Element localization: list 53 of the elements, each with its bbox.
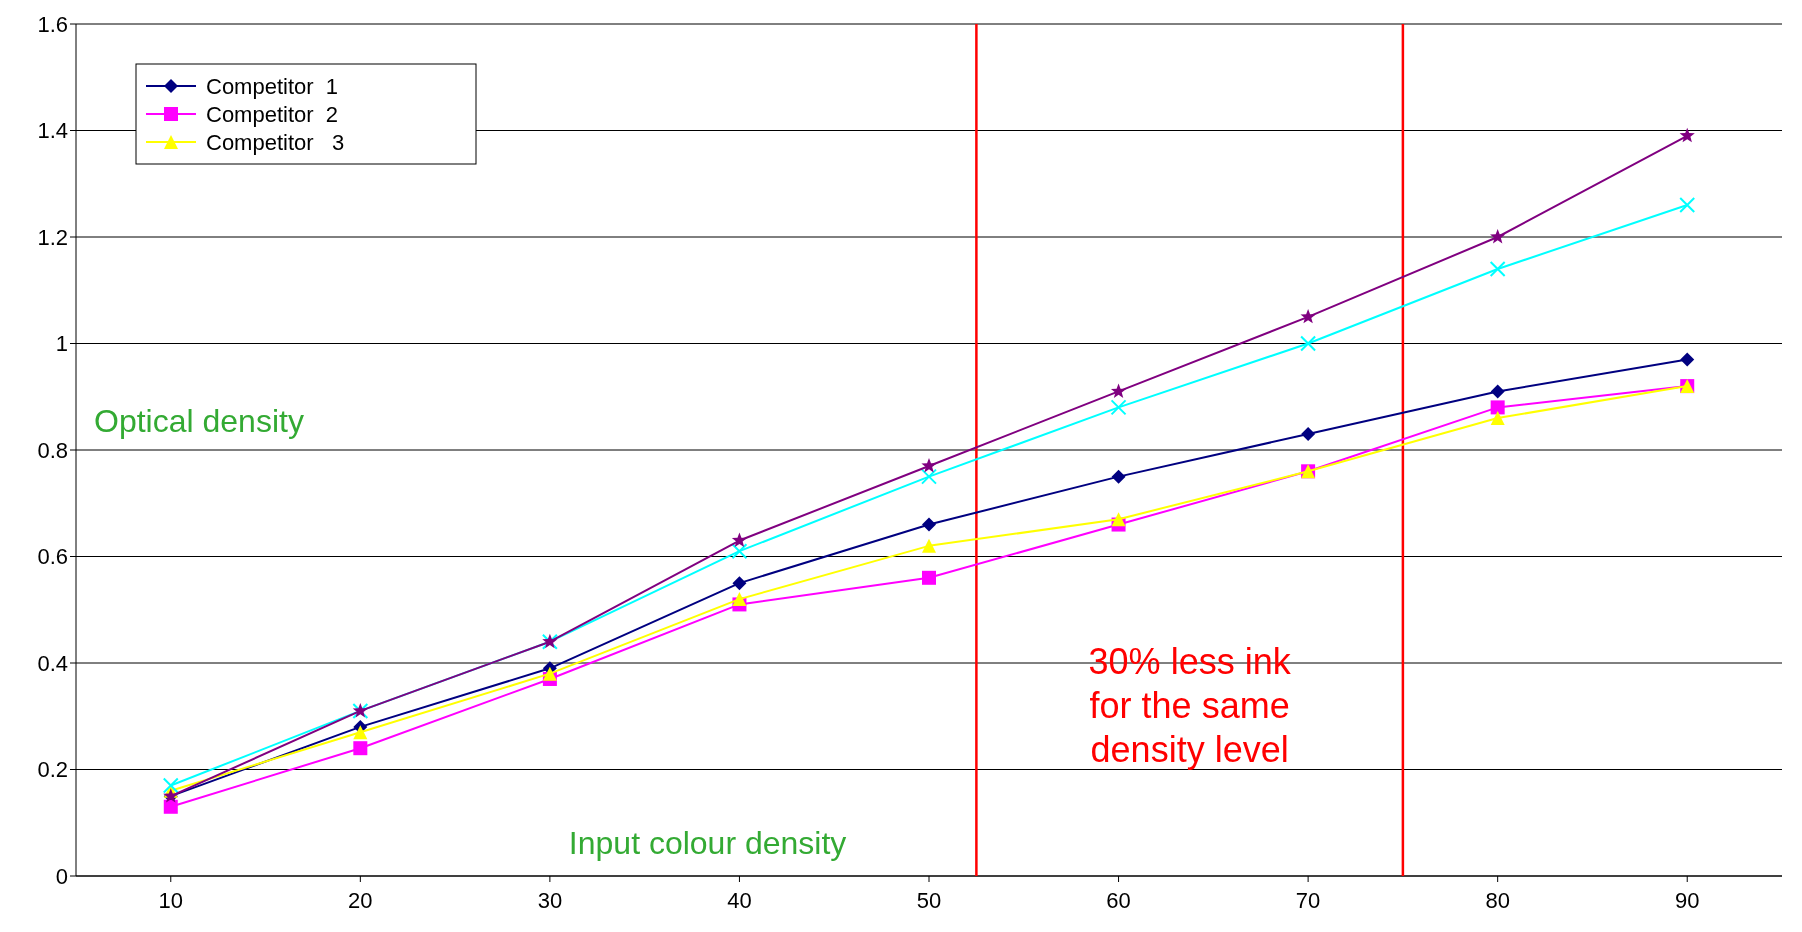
point <box>731 543 748 560</box>
point <box>1489 260 1506 277</box>
point <box>1300 335 1317 352</box>
x-tick-label: 60 <box>1106 888 1131 913</box>
y-tick-label: 0.6 <box>37 544 68 570</box>
point <box>921 468 937 485</box>
legend-label: Competitor 3 <box>206 129 345 155</box>
annotation: 30% less ink for the same density level <box>1088 640 1292 770</box>
point <box>162 777 179 794</box>
point <box>732 576 747 591</box>
point <box>1490 400 1505 415</box>
point <box>1490 411 1505 426</box>
x-tick-label: 70 <box>1295 888 1321 913</box>
x-tick-label: 80 <box>1485 888 1510 913</box>
point <box>1301 427 1316 442</box>
point <box>731 532 748 547</box>
point <box>921 457 937 473</box>
y-axis-title: Optical density <box>94 403 304 439</box>
point <box>1300 308 1316 324</box>
point <box>1111 512 1126 527</box>
point <box>1490 229 1506 244</box>
y-tick-label: 0 <box>55 863 68 889</box>
y-tick-label: 0.8 <box>37 437 68 463</box>
point <box>922 538 936 553</box>
y-tick-label: 1 <box>55 331 68 357</box>
x-tick-label: 20 <box>348 888 373 913</box>
point <box>1111 469 1126 484</box>
point <box>922 570 936 585</box>
legend-label: Competitor 2 <box>206 101 339 127</box>
point <box>922 517 936 532</box>
x-axis-title: Input colour density <box>568 825 847 861</box>
x-tick-label: 10 <box>158 888 184 913</box>
y-tick-label: 0.2 <box>37 757 68 783</box>
y-tick-label: 1.6 <box>37 11 68 37</box>
x-tick-label: 50 <box>916 888 942 913</box>
point <box>1110 383 1127 398</box>
point <box>1679 197 1696 214</box>
x-tick-label: 90 <box>1674 888 1700 913</box>
x-tick-label: 30 <box>537 888 563 913</box>
y-tick-label: 0.4 <box>37 650 68 676</box>
point <box>1490 384 1505 399</box>
y-tick-label: 1.2 <box>37 224 68 250</box>
point <box>1679 127 1695 143</box>
point <box>1110 399 1127 416</box>
point <box>353 741 368 756</box>
legend-label: Competitor 1 <box>206 73 339 99</box>
x-tick-label: 40 <box>727 888 752 913</box>
y-tick-label: 1.4 <box>37 118 68 144</box>
point <box>1680 352 1695 367</box>
point <box>353 725 368 740</box>
point <box>163 799 178 814</box>
point <box>542 666 557 681</box>
point <box>732 592 747 607</box>
